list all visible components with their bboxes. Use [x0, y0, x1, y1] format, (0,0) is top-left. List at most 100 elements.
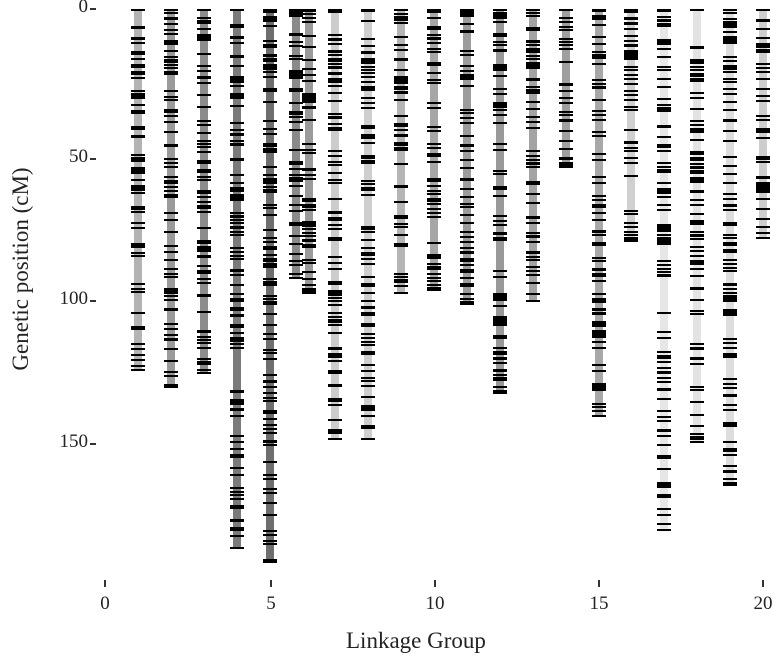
marker-tick	[427, 211, 441, 214]
marker-tick	[229, 325, 244, 328]
marker-tick	[262, 120, 277, 123]
marker-tick	[196, 205, 211, 208]
marker-tick	[262, 432, 277, 435]
marker-tick	[459, 78, 474, 81]
marker-tick	[229, 142, 244, 145]
marker-tick	[361, 311, 376, 314]
marker-tick	[262, 443, 277, 446]
marker-tick	[196, 196, 211, 199]
marker-tick	[459, 268, 474, 271]
marker-tick	[723, 197, 738, 200]
marker-tick	[427, 47, 441, 50]
marker-tick	[229, 497, 244, 500]
marker-tick	[427, 16, 441, 19]
marker-tick	[756, 175, 770, 178]
marker-tick	[723, 181, 738, 184]
marker-tick	[723, 140, 738, 143]
marker-tick	[624, 221, 639, 224]
marker-tick	[301, 283, 316, 286]
marker-tick	[229, 526, 244, 529]
marker-tick	[657, 237, 672, 240]
marker-tick	[525, 78, 540, 81]
marker-tick	[262, 427, 277, 430]
marker-tick	[328, 347, 343, 350]
marker-tick	[328, 418, 343, 421]
marker-tick	[288, 148, 303, 151]
marker-tick	[690, 172, 705, 175]
y-tick	[90, 158, 96, 160]
marker-tick	[756, 94, 770, 97]
marker-tick	[130, 167, 145, 170]
marker-tick	[525, 43, 540, 46]
marker-tick	[328, 353, 343, 356]
marker-tick	[723, 269, 738, 272]
marker-tick	[690, 177, 705, 179]
marker-tick	[361, 306, 376, 309]
marker-tick	[328, 370, 343, 373]
marker-tick	[163, 58, 178, 61]
marker-tick	[657, 209, 672, 212]
marker-tick	[459, 77, 474, 80]
marker-tick	[756, 49, 770, 52]
marker-tick	[262, 543, 277, 546]
marker-tick	[492, 276, 507, 279]
marker-tick	[301, 105, 316, 108]
marker-tick	[427, 208, 441, 211]
marker-tick	[591, 82, 606, 85]
marker-tick	[262, 409, 277, 412]
marker-tick	[163, 179, 178, 182]
marker-tick	[262, 297, 277, 300]
marker-tick	[361, 180, 376, 183]
marker-tick	[328, 37, 343, 40]
marker-tick	[492, 219, 507, 222]
marker-tick	[427, 255, 441, 258]
marker-tick	[288, 173, 303, 176]
marker-tick	[196, 33, 211, 36]
marker-tick	[690, 342, 705, 345]
marker-tick	[196, 160, 211, 163]
marker-tick	[361, 44, 376, 47]
marker-tick	[427, 280, 441, 283]
marker-tick	[558, 113, 573, 116]
marker-tick	[525, 155, 540, 158]
marker-tick	[394, 217, 409, 220]
marker-tick	[130, 191, 145, 194]
marker-tick	[525, 236, 540, 239]
marker-tick	[288, 185, 303, 188]
marker-tick	[361, 51, 376, 54]
marker-tick	[163, 143, 178, 146]
marker-tick	[657, 420, 672, 423]
marker-tick	[657, 77, 672, 80]
marker-tick	[361, 262, 376, 265]
marker-tick	[459, 117, 474, 120]
marker-tick	[394, 75, 409, 78]
marker-tick	[657, 22, 672, 25]
marker-tick	[690, 219, 705, 222]
marker-tick	[723, 38, 738, 41]
marker-tick	[756, 177, 770, 180]
marker-tick	[361, 86, 376, 89]
marker-tick	[163, 251, 178, 254]
marker-tick	[756, 190, 770, 193]
marker-tick	[591, 54, 606, 57]
marker-tick	[756, 188, 770, 191]
marker-tick	[591, 331, 606, 334]
marker-tick	[163, 64, 178, 67]
marker-tick	[328, 224, 343, 227]
x-tick	[762, 580, 764, 587]
marker-tick	[262, 487, 277, 490]
marker-tick	[229, 314, 244, 317]
marker-tick	[657, 110, 672, 113]
marker-tick	[262, 203, 277, 206]
marker-tick	[361, 96, 376, 99]
marker-tick	[196, 241, 211, 244]
x-tick	[104, 580, 106, 587]
marker-tick	[427, 107, 441, 110]
marker-tick	[558, 161, 573, 164]
marker-tick	[756, 208, 770, 211]
marker-tick	[591, 18, 606, 21]
marker-tick	[723, 71, 738, 74]
marker-tick	[690, 107, 705, 110]
marker-tick	[130, 246, 145, 249]
marker-tick	[492, 87, 507, 90]
